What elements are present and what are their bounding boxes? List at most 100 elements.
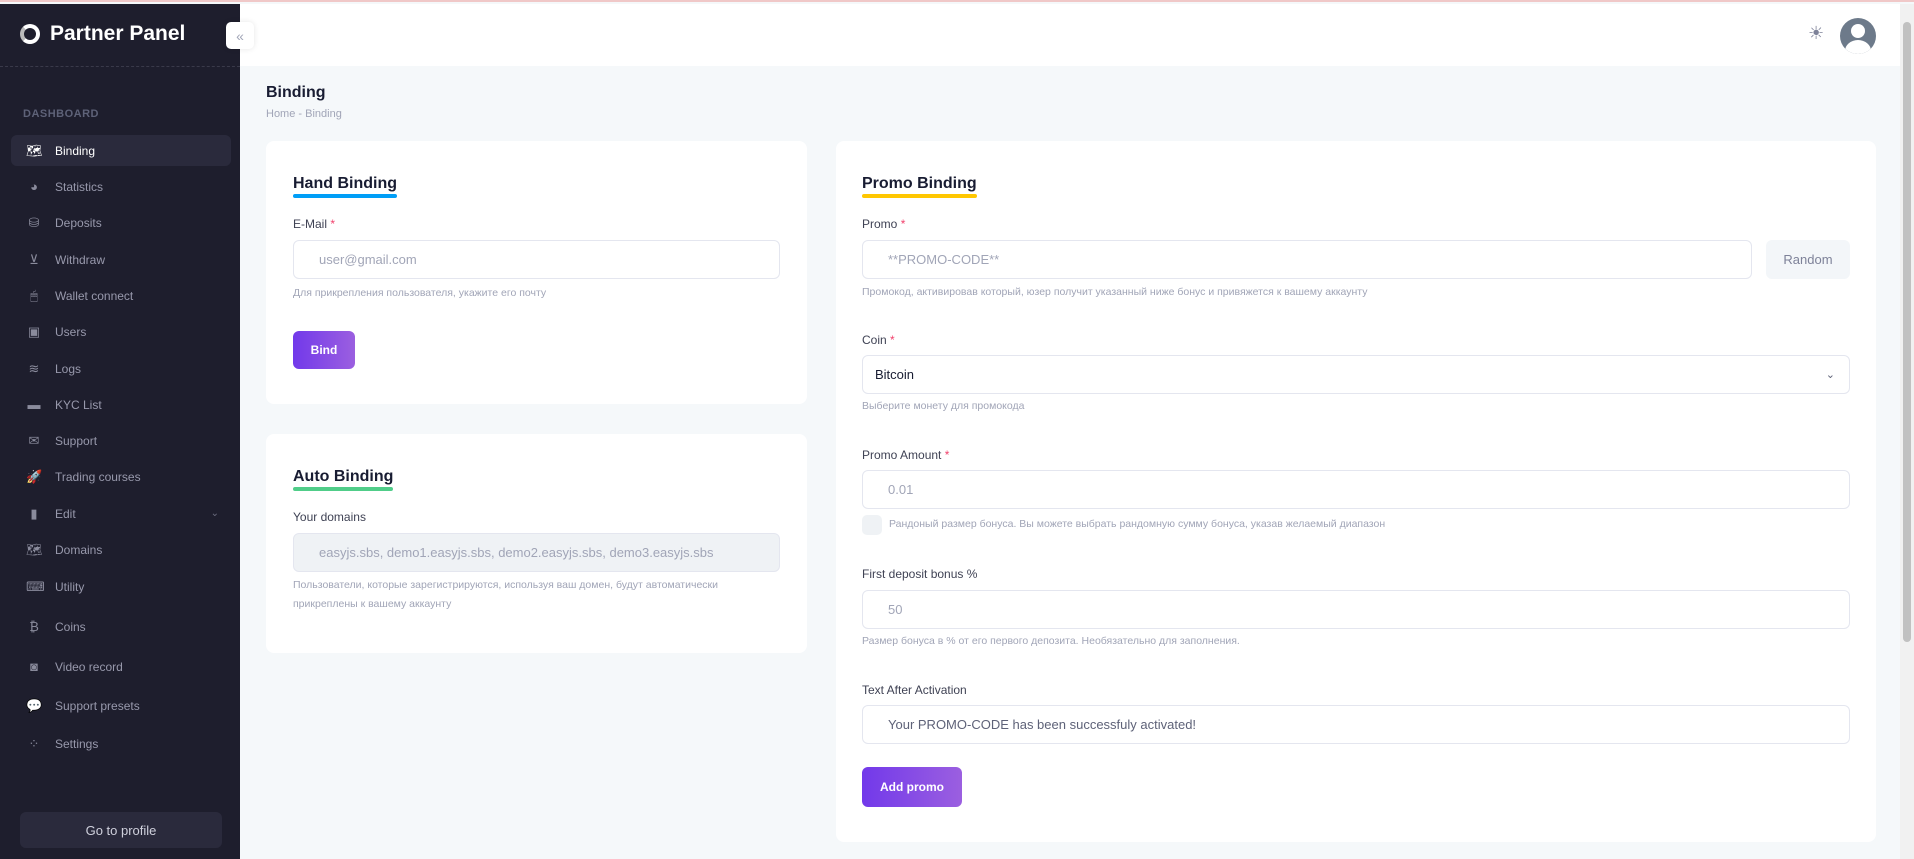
breadcrumb-current: Binding — [305, 108, 342, 120]
sidebar-item-label: Domains — [55, 542, 103, 557]
deposit-bonus-input[interactable]: 50 — [862, 590, 1850, 629]
email-input[interactable]: user@gmail.com — [293, 240, 780, 279]
promo-binding-card: Promo Binding Promo * **PROMO-CODE** Ran… — [836, 141, 1876, 842]
sidebar-item-label: Wallet connect — [55, 288, 134, 303]
sidebar-item-label: Coins — [55, 619, 86, 634]
sidebar-item-label: Support presets — [55, 698, 140, 713]
sidebar-item-logs[interactable]: ≋ Logs — [11, 353, 231, 384]
sidebar-item-utility[interactable]: ⌨ Utility — [11, 571, 231, 602]
pie-chart-icon: ◕ — [30, 179, 38, 194]
add-promo-button[interactable]: Add promo — [862, 767, 962, 807]
chevron-down-icon: ⌄ — [210, 508, 219, 519]
breadcrumb-separator: - — [298, 108, 303, 120]
auto-binding-title: Auto Binding — [293, 468, 394, 491]
rocket-icon: 🚀 — [26, 468, 43, 484]
sidebar-item-label: Withdraw — [55, 252, 106, 267]
basket-icon: ⊻ — [29, 251, 39, 267]
sidebar-item-label: Edit — [55, 506, 76, 521]
domains-help: Пользователи, которые зарегистрируются, … — [293, 579, 718, 610]
sidebar-item-settings[interactable]: ⁘ Settings — [11, 728, 231, 759]
layers-icon: ≋ — [28, 360, 40, 376]
sidebar-item-support[interactable]: ✉ Support — [11, 425, 231, 456]
hand-binding-card: Hand Binding E-Mail * user@gmail.com Для… — [266, 141, 807, 404]
contact-book-icon: ▣ — [27, 323, 41, 339]
domains-input: easyjs.sbs, demo1.easyjs.sbs, demo2.easy… — [293, 533, 780, 572]
deposit-bonus-help: Размер бонуса в % от его первого депозит… — [862, 635, 1240, 647]
envelope-icon: ✉ — [28, 432, 40, 448]
theme-toggle-sun-icon[interactable]: ☀ — [1808, 23, 1825, 43]
chevron-down-icon: ⌄ — [1825, 369, 1835, 381]
breadcrumb: Home - Binding — [266, 108, 342, 120]
app-title: Partner Panel — [50, 22, 186, 45]
page-title: Binding — [266, 84, 326, 101]
logo-icon — [20, 24, 40, 44]
random-amount-label: Рандоный размер бонуса. Вы можете выбрат… — [889, 518, 1386, 530]
promo-input[interactable]: **PROMO-CODE** — [862, 240, 1752, 279]
sidebar-item-trading-courses[interactable]: 🚀 Trading courses — [11, 461, 231, 492]
sidebar-item-video-record[interactable]: ◙ Video record — [11, 651, 231, 682]
dots-icon: ⁘ — [28, 735, 40, 751]
scrollbar-thumb[interactable] — [1903, 22, 1911, 642]
section-label: DASHBOARD — [23, 108, 99, 120]
sidebar-item-users[interactable]: ▣ Users — [11, 316, 231, 347]
deposit-bonus-label: First deposit bonus % — [862, 567, 978, 581]
promo-help: Промокод, активировав который, юзер полу… — [862, 286, 1368, 298]
divider — [0, 66, 240, 67]
logo[interactable]: Partner Panel — [20, 22, 185, 46]
sidebar-item-wallet-connect[interactable]: 🖱 Wallet connect — [11, 280, 231, 311]
domains-label: Your domains — [293, 510, 366, 524]
file-icon: ▮ — [30, 505, 38, 521]
collapse-sidebar-icon[interactable]: « — [226, 22, 254, 49]
amount-input[interactable]: 0.01 — [862, 470, 1850, 509]
sidebar-item-label: Support — [55, 433, 98, 448]
sidebar-item-edit[interactable]: ▮ Edit ⌄ — [11, 498, 231, 529]
promo-binding-title: Promo Binding — [862, 175, 977, 198]
random-amount-checkbox[interactable] — [862, 515, 882, 535]
sidebar-item-domains[interactable]: 🗺 Domains — [11, 534, 231, 565]
email-label: E-Mail * — [293, 217, 336, 231]
sidebar-item-label: Statistics — [55, 179, 104, 194]
scrollbar[interactable] — [1900, 4, 1914, 859]
auto-binding-card: Auto Binding Your domains easyjs.sbs, de… — [266, 434, 807, 653]
sidebar-item-label: Utility — [55, 579, 85, 594]
sidebar-item-label: KYC List — [55, 397, 102, 412]
sidebar-item-label: Binding — [55, 143, 96, 158]
sidebar: Partner Panel DASHBOARD 🗺 Binding ◕ Statist… — [0, 4, 240, 859]
sidebar-item-label: Logs — [55, 361, 82, 376]
map-icon: 🗺 — [26, 541, 43, 557]
text-after-activation-label: Text After Activation — [862, 683, 967, 697]
go-to-profile-button[interactable]: Go to profile — [20, 812, 222, 848]
random-button[interactable]: Random — [1766, 240, 1850, 279]
coin-label: Coin * — [862, 333, 895, 347]
coin-select[interactable]: Bitcoin ⌄ — [862, 355, 1850, 394]
sidebar-item-binding[interactable]: 🗺 Binding — [11, 135, 231, 166]
email-help: Для прикрепления пользователя, укажите е… — [293, 287, 547, 299]
sidebar-item-label: Settings — [55, 736, 99, 751]
breadcrumb-home[interactable]: Home — [266, 108, 296, 120]
sidebar-item-withdraw[interactable]: ⊻ Withdraw — [11, 244, 231, 275]
credit-card-icon: ▬ — [27, 397, 41, 412]
sidebar-item-label: Trading courses — [55, 469, 141, 484]
header: ☀ — [240, 4, 1900, 66]
chat-icon: 💬 — [26, 697, 43, 713]
sidebar-item-kyc-list[interactable]: ▬ KYC List — [11, 389, 231, 420]
camera-icon: ◙ — [30, 659, 38, 674]
text-after-activation-input[interactable]: Your PROMO-CODE has been successfuly act… — [862, 705, 1850, 744]
hand-binding-title: Hand Binding — [293, 175, 397, 198]
avatar[interactable] — [1840, 18, 1876, 54]
sidebar-item-coins[interactable]: ₿ Coins — [11, 611, 231, 642]
sidebar-item-deposits[interactable]: ⛁ Deposits — [11, 207, 231, 238]
mouse-icon: 🖱 — [30, 287, 38, 303]
amount-label: Promo Amount * — [862, 448, 950, 462]
sidebar-item-label: Deposits — [55, 215, 102, 230]
sidebar-item-label: Users — [55, 324, 87, 339]
sidebar-item-label: Video record — [55, 659, 123, 674]
promo-label: Promo * — [862, 217, 906, 231]
map-icon: 🗺 — [26, 142, 43, 158]
coin-selected-value: Bitcoin — [875, 367, 915, 382]
deposit-icon: ⛁ — [28, 214, 40, 230]
bitcoin-icon: ₿ — [29, 619, 39, 634]
sidebar-item-support-presets[interactable]: 💬 Support presets — [11, 690, 231, 721]
sidebar-item-statistics[interactable]: ◕ Statistics — [11, 171, 231, 202]
bind-button[interactable]: Bind — [293, 331, 355, 369]
